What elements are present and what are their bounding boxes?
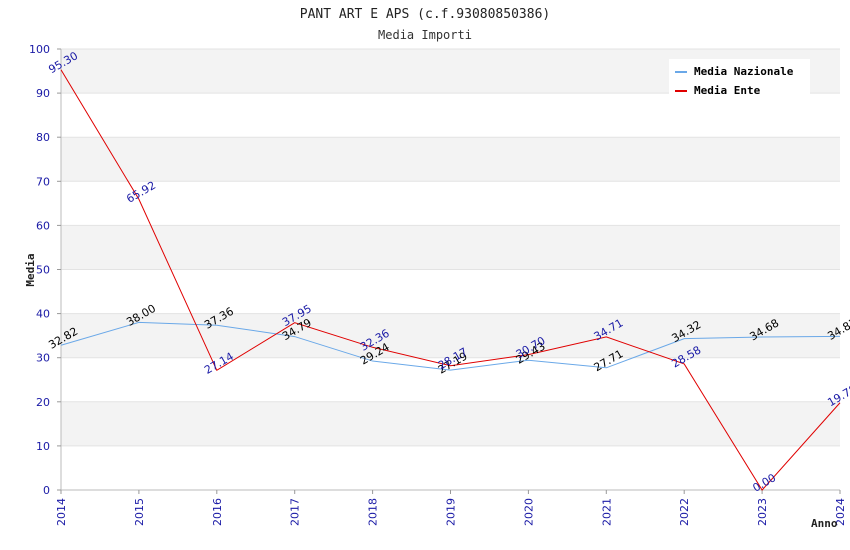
legend: Media Nazionale Media Ente — [669, 59, 810, 99]
y-axis-ticks: 0 10 20 30 40 50 60 70 80 90 100 — [29, 43, 61, 497]
plot-band — [61, 357, 840, 402]
plot-band — [61, 137, 840, 182]
x-tick-label: 2014 — [55, 498, 68, 526]
y-tick-label: 50 — [36, 264, 50, 277]
legend-item-label: Media Nazionale — [694, 65, 794, 78]
x-tick-label: 2017 — [289, 498, 302, 526]
legend-item-label: Media Ente — [694, 84, 761, 97]
plot-bands — [61, 49, 840, 490]
y-tick-label: 30 — [36, 352, 50, 365]
plot-band — [61, 269, 840, 314]
y-axis-label: Media — [24, 253, 37, 286]
x-tick-label: 2023 — [756, 498, 769, 526]
x-tick-label: 2019 — [445, 498, 458, 526]
x-tick-label: 2020 — [522, 498, 535, 526]
x-tick-label: 2016 — [211, 498, 224, 526]
y-tick-label: 10 — [36, 440, 50, 453]
y-tick-label: 0 — [43, 484, 50, 497]
y-tick-label: 20 — [36, 396, 50, 409]
y-tick-label: 40 — [36, 308, 50, 321]
chart-title: PANT ART E APS (c.f.93080850386) — [300, 7, 550, 22]
plot-band — [61, 313, 840, 358]
series-lines — [60, 69, 841, 491]
series-line-media-nazionale — [60, 321, 841, 371]
x-tick-label: 2024 — [834, 498, 847, 526]
y-tick-label: 70 — [36, 175, 50, 188]
plot-band — [61, 401, 840, 446]
plot-band — [61, 225, 840, 270]
x-axis-label: Anno — [811, 517, 838, 530]
y-tick-label: 90 — [36, 87, 50, 100]
plot-band — [61, 181, 840, 226]
x-tick-label: 2022 — [678, 498, 691, 526]
chart-subtitle: Media Importi — [378, 28, 472, 42]
y-tick-label: 100 — [29, 43, 50, 56]
series-line-media-ente — [60, 69, 841, 491]
plot-band — [61, 445, 840, 490]
y-tick-label: 60 — [36, 219, 50, 232]
legend-box — [669, 59, 810, 99]
x-tick-label: 2015 — [133, 498, 146, 526]
x-tick-label: 2021 — [600, 498, 613, 526]
plot-band — [61, 93, 840, 138]
x-axis-ticks: 2014 2015 2016 2017 2018 2019 2020 2021 2022 2023… — [55, 490, 847, 526]
y-tick-label: 80 — [36, 131, 50, 144]
x-tick-label: 2018 — [367, 498, 380, 526]
